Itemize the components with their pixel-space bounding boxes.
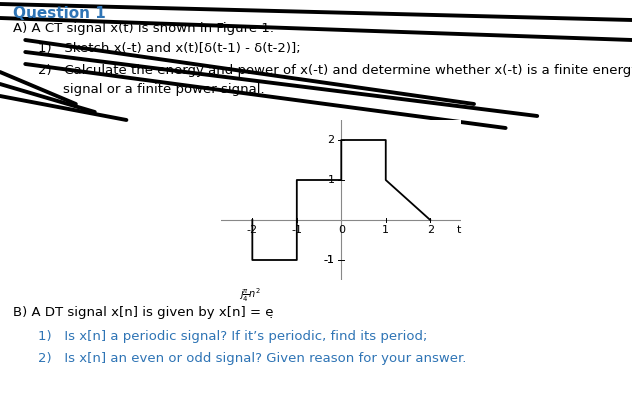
Text: t: t	[457, 225, 461, 235]
Text: 1: 1	[327, 175, 334, 185]
Text: 2: 2	[427, 225, 434, 235]
Text: -1: -1	[291, 225, 302, 235]
Text: 0: 0	[337, 225, 345, 235]
Text: Question 1: Question 1	[13, 6, 106, 21]
Text: B) A DT signal x[n] is given by x[n] = e: B) A DT signal x[n] is given by x[n] = e	[13, 306, 273, 319]
Text: signal or a finite power signal.: signal or a finite power signal.	[63, 83, 265, 96]
Text: 2)   Calculate the energy and power of x(-t) and determine whether x(-t) is a fi: 2) Calculate the energy and power of x(-…	[38, 64, 632, 77]
Text: -2: -2	[246, 225, 258, 235]
Text: -1: -1	[324, 255, 334, 265]
Text: 1)   Is x[n] a periodic signal? If it’s periodic, find its period;: 1) Is x[n] a periodic signal? If it’s pe…	[38, 330, 427, 343]
Text: A) A CT signal x(t) is shown in Figure 1.: A) A CT signal x(t) is shown in Figure 1…	[13, 22, 274, 35]
Text: 1)   Sketch x(-t) and x(t)[δ(t-1) - δ(t-2)];: 1) Sketch x(-t) and x(t)[δ(t-1) - δ(t-2)…	[38, 42, 301, 55]
Text: 2)   Is x[n] an even or odd signal? Given reason for your answer.: 2) Is x[n] an even or odd signal? Given …	[38, 352, 466, 365]
Text: 1: 1	[382, 225, 389, 235]
Text: :: :	[269, 308, 273, 322]
Text: -1: -1	[324, 255, 334, 265]
Text: $j\frac{\pi}{4}n^2$: $j\frac{\pi}{4}n^2$	[239, 286, 260, 304]
Text: 2: 2	[327, 135, 334, 145]
